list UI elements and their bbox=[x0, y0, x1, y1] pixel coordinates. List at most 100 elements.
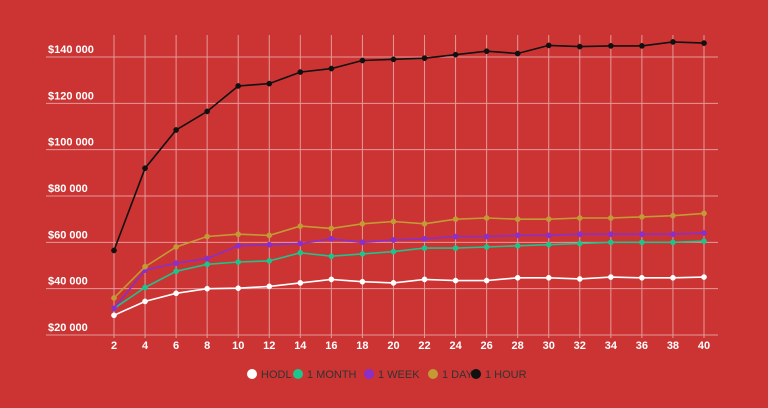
data-point[interactable] bbox=[576, 215, 583, 221]
data-point[interactable] bbox=[452, 216, 459, 223]
data-point[interactable] bbox=[514, 50, 521, 57]
data-point[interactable] bbox=[639, 43, 645, 49]
data-point[interactable] bbox=[483, 48, 490, 55]
data-point[interactable] bbox=[266, 80, 273, 87]
data-point[interactable] bbox=[639, 274, 645, 281]
data-point[interactable] bbox=[328, 276, 335, 283]
data-point[interactable] bbox=[607, 274, 614, 280]
data-point[interactable] bbox=[142, 298, 148, 305]
data-point[interactable] bbox=[514, 274, 521, 281]
data-point[interactable] bbox=[576, 43, 583, 50]
data-point[interactable] bbox=[670, 39, 676, 45]
data-point[interactable] bbox=[297, 240, 304, 247]
data-point[interactable] bbox=[359, 239, 366, 246]
data-point[interactable] bbox=[173, 268, 179, 275]
data-point[interactable] bbox=[359, 57, 366, 64]
data-point[interactable] bbox=[701, 210, 707, 217]
legend-item-1-week[interactable]: 1 WEEK bbox=[364, 369, 420, 381]
data-point[interactable] bbox=[359, 220, 366, 227]
data-point[interactable] bbox=[142, 284, 148, 291]
data-point[interactable] bbox=[328, 65, 335, 72]
data-point[interactable] bbox=[452, 245, 459, 251]
data-point[interactable] bbox=[328, 225, 335, 232]
data-point[interactable] bbox=[390, 248, 397, 255]
legend-item-1-day[interactable]: 1 DAY bbox=[428, 369, 474, 381]
data-point[interactable] bbox=[266, 258, 273, 264]
data-point[interactable] bbox=[701, 238, 707, 245]
data-point[interactable] bbox=[111, 312, 117, 319]
data-point[interactable] bbox=[390, 218, 397, 225]
data-point[interactable] bbox=[297, 249, 304, 256]
data-point[interactable] bbox=[607, 215, 614, 221]
legend-item-1-month[interactable]: 1 MONTH bbox=[293, 369, 357, 381]
data-point[interactable] bbox=[390, 280, 397, 286]
data-point[interactable] bbox=[701, 274, 707, 280]
data-point[interactable] bbox=[452, 51, 459, 58]
data-point[interactable] bbox=[545, 232, 552, 239]
data-point[interactable] bbox=[452, 277, 459, 284]
data-point[interactable] bbox=[297, 69, 304, 75]
data-point[interactable] bbox=[173, 244, 179, 250]
data-point[interactable] bbox=[173, 260, 179, 267]
data-point[interactable] bbox=[359, 251, 366, 257]
data-point[interactable] bbox=[297, 223, 304, 229]
data-point[interactable] bbox=[421, 236, 428, 242]
data-point[interactable] bbox=[266, 232, 273, 239]
data-point[interactable] bbox=[235, 83, 242, 89]
data-point[interactable] bbox=[545, 216, 552, 223]
data-point[interactable] bbox=[607, 43, 614, 49]
data-point[interactable] bbox=[514, 216, 521, 223]
data-point[interactable] bbox=[701, 230, 707, 236]
data-point[interactable] bbox=[607, 231, 614, 238]
data-point[interactable] bbox=[297, 280, 304, 286]
data-point[interactable] bbox=[483, 277, 490, 284]
data-point[interactable] bbox=[514, 242, 521, 249]
data-point[interactable] bbox=[701, 40, 707, 46]
data-point[interactable] bbox=[670, 239, 676, 246]
data-point[interactable] bbox=[111, 305, 117, 312]
data-point[interactable] bbox=[142, 165, 148, 172]
data-point[interactable] bbox=[639, 214, 645, 220]
data-point[interactable] bbox=[235, 242, 242, 249]
data-point[interactable] bbox=[483, 244, 490, 250]
data-point[interactable] bbox=[142, 263, 148, 270]
data-point[interactable] bbox=[545, 274, 552, 281]
data-point[interactable] bbox=[390, 237, 397, 243]
data-point[interactable] bbox=[235, 259, 242, 265]
data-point[interactable] bbox=[670, 212, 676, 219]
legend-item-hodl[interactable]: HODL bbox=[247, 369, 292, 381]
data-point[interactable] bbox=[204, 255, 211, 262]
data-point[interactable] bbox=[204, 108, 211, 115]
data-point[interactable] bbox=[452, 233, 459, 240]
data-point[interactable] bbox=[328, 236, 335, 242]
data-point[interactable] bbox=[576, 231, 583, 238]
data-point[interactable] bbox=[607, 239, 614, 246]
data-point[interactable] bbox=[204, 261, 211, 268]
data-point[interactable] bbox=[576, 276, 583, 282]
data-point[interactable] bbox=[421, 55, 428, 62]
data-point[interactable] bbox=[328, 253, 335, 260]
data-point[interactable] bbox=[173, 290, 179, 297]
data-point[interactable] bbox=[545, 241, 552, 248]
data-point[interactable] bbox=[111, 295, 117, 301]
data-point[interactable] bbox=[111, 247, 117, 254]
data-point[interactable] bbox=[483, 215, 490, 221]
data-point[interactable] bbox=[204, 285, 211, 292]
data-point[interactable] bbox=[670, 274, 676, 281]
data-point[interactable] bbox=[204, 233, 211, 240]
data-point[interactable] bbox=[266, 283, 273, 290]
data-point[interactable] bbox=[421, 220, 428, 227]
data-point[interactable] bbox=[639, 231, 645, 238]
data-point[interactable] bbox=[545, 42, 552, 49]
data-point[interactable] bbox=[390, 56, 397, 63]
data-point[interactable] bbox=[421, 245, 428, 251]
data-point[interactable] bbox=[576, 240, 583, 247]
data-point[interactable] bbox=[514, 232, 521, 239]
data-point[interactable] bbox=[421, 276, 428, 283]
data-point[interactable] bbox=[359, 278, 366, 285]
legend-item-1-hour[interactable]: 1 HOUR bbox=[471, 369, 527, 381]
data-point[interactable] bbox=[266, 241, 273, 248]
data-point[interactable] bbox=[670, 231, 676, 238]
data-point[interactable] bbox=[483, 233, 490, 240]
data-point[interactable] bbox=[173, 127, 179, 133]
